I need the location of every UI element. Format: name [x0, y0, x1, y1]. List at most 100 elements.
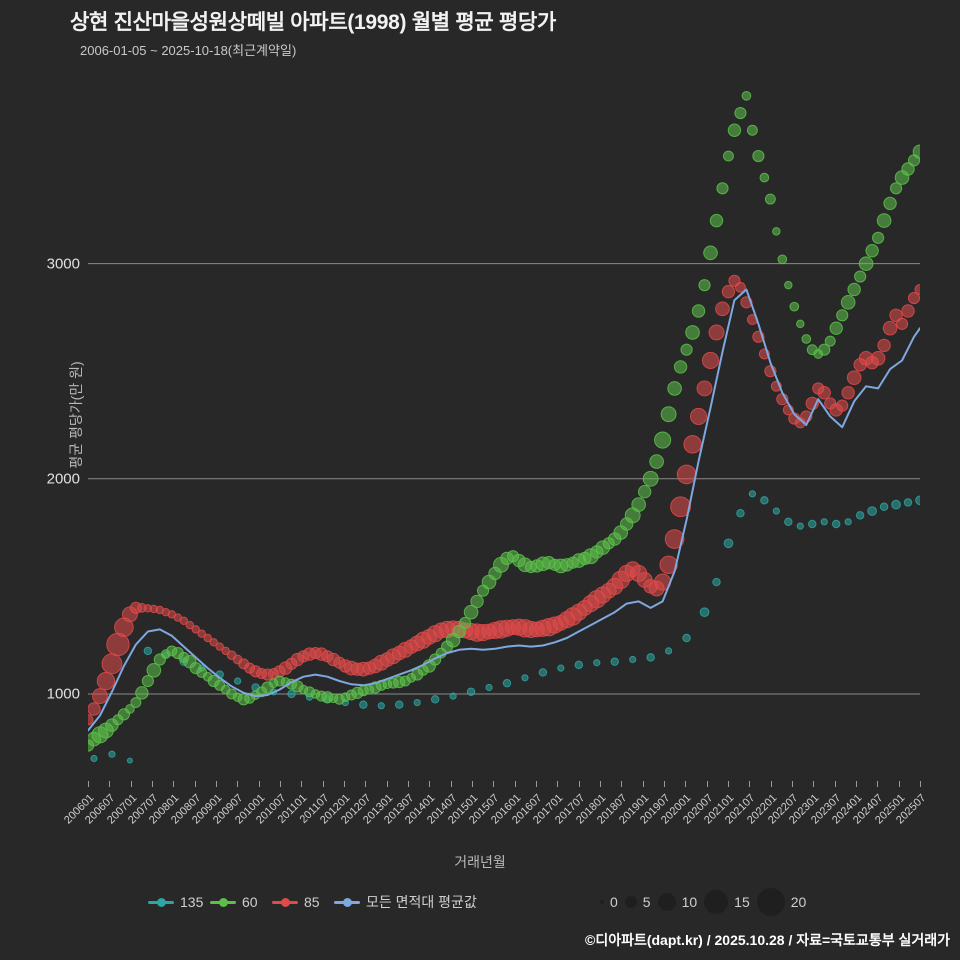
data-point: [723, 538, 734, 549]
data-point: [466, 687, 476, 697]
data-point: [734, 281, 746, 293]
size-legend-item: 5: [624, 894, 651, 910]
x-tick-mark: [130, 781, 132, 787]
legend-item-135[interactable]: 135: [148, 888, 203, 916]
size-legend-label: 20: [790, 894, 807, 910]
series-60: [88, 90, 920, 752]
data-point: [413, 698, 421, 707]
x-tick-mark: [322, 781, 324, 787]
legend-label: 모든 면적대 평균값: [366, 894, 477, 910]
data-point: [759, 172, 770, 183]
x-tick-mark: [301, 781, 303, 787]
data-point: [716, 182, 729, 195]
data-point: [746, 124, 758, 136]
data-point: [784, 517, 793, 527]
x-tick-mark: [280, 781, 281, 787]
data-point: [901, 304, 915, 318]
data-point: [209, 638, 218, 647]
average-line: [88, 288, 920, 732]
data-point: [829, 321, 843, 335]
data-point: [696, 380, 713, 397]
data-point: [682, 633, 691, 643]
data-point: [664, 529, 685, 549]
x-tick-mark: [536, 781, 537, 787]
legend-label: 85: [304, 894, 320, 910]
data-point: [699, 607, 710, 618]
data-point: [882, 320, 898, 336]
x-tick-mark: [706, 781, 708, 787]
data-point: [889, 308, 903, 322]
data-point: [463, 604, 479, 620]
data-point: [485, 683, 493, 692]
size-legend: 0 5 10 15 20: [600, 888, 806, 916]
data-point: [683, 435, 702, 454]
data-point: [895, 317, 909, 330]
x-tick-mark: [920, 781, 921, 787]
data-point: [703, 245, 718, 261]
data-point: [691, 304, 706, 318]
x-tick-mark: [749, 781, 751, 787]
data-point: [752, 149, 765, 163]
data-point: [676, 464, 697, 485]
x-axis-ticks: 200601 200607 200701 200707 200801 200807 2009…: [0, 781, 960, 853]
data-point: [101, 653, 123, 675]
data-point: [723, 150, 734, 162]
size-legend-item: 20: [756, 888, 807, 916]
x-tick-mark: [600, 781, 601, 787]
data-point: [854, 270, 867, 283]
data-point: [701, 351, 720, 370]
data-point: [126, 757, 133, 764]
data-point: [709, 213, 724, 228]
data-point: [741, 90, 752, 101]
data-point: [818, 343, 831, 356]
footer-credit: ©디아파트(dapt.kr) / 2025.10.28 / 자료=국토교통부 실…: [585, 932, 950, 948]
data-point: [502, 678, 512, 688]
data-point: [649, 454, 664, 469]
x-tick-mark: [792, 781, 793, 787]
x-tick-mark: [216, 781, 217, 787]
data-point: [92, 688, 108, 705]
data-point: [796, 522, 804, 530]
x-tick-mark: [813, 781, 815, 787]
data-point: [736, 508, 745, 518]
data-point: [708, 324, 725, 341]
data-point: [772, 227, 781, 236]
data-point: [359, 700, 368, 709]
x-tick-mark: [237, 781, 239, 787]
data-point: [593, 659, 601, 667]
data-point: [631, 497, 646, 512]
x-tick-mark: [557, 781, 559, 787]
x-axis-label: 거래년월: [454, 854, 506, 870]
data-point: [689, 407, 708, 425]
data-point: [903, 498, 913, 507]
data-point: [377, 702, 385, 710]
data-point: [538, 668, 548, 677]
x-tick-mark: [514, 781, 516, 787]
legend-item-60[interactable]: 60: [210, 888, 258, 916]
data-point: [808, 519, 817, 529]
chart-canvas: [88, 90, 920, 764]
x-tick-mark: [856, 781, 857, 787]
legend-item-모든-면적대-평균값[interactable]: 모든 면적대 평균값: [334, 888, 477, 916]
x-tick-mark: [685, 781, 687, 787]
legend-item-85[interactable]: 85: [272, 888, 320, 916]
x-tick-mark: [450, 781, 452, 787]
data-point: [557, 664, 565, 672]
data-point: [141, 674, 154, 688]
page-title: 상현 진산마을성원상떼빌 아파트(1998) 월별 평균 평당가: [70, 11, 556, 34]
size-legend-dot-icon: [704, 890, 729, 914]
data-point: [108, 750, 116, 758]
size-legend-dot-icon: [600, 900, 604, 904]
data-point: [96, 671, 116, 691]
data-point: [836, 309, 849, 322]
data-point: [865, 244, 879, 258]
data-point: [764, 193, 776, 205]
data-point: [907, 291, 920, 305]
y-tick-label: 3000: [46, 255, 80, 273]
data-point: [777, 254, 788, 265]
y-tick-label: 2000: [46, 470, 80, 488]
data-point: [698, 279, 711, 292]
data-point: [824, 335, 836, 347]
data-point: [395, 700, 404, 709]
data-point: [836, 399, 849, 412]
